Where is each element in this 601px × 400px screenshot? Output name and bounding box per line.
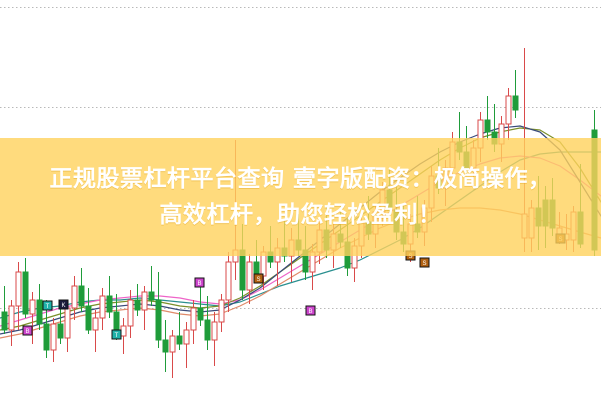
- candle: [106, 276, 113, 318]
- svg-text:K: K: [61, 303, 65, 309]
- candle: [57, 306, 64, 344]
- candle: [141, 286, 148, 330]
- candle: [29, 292, 36, 344]
- candle: [85, 288, 92, 334]
- candle: [183, 322, 190, 368]
- signal-marker: S: [253, 273, 264, 284]
- candle: [197, 284, 204, 326]
- svg-text:T: T: [115, 333, 119, 339]
- candle: [190, 300, 197, 344]
- svg-text:B: B: [25, 329, 29, 335]
- svg-text:B: B: [308, 309, 312, 315]
- signal-marker: S: [419, 257, 430, 268]
- candle: [484, 96, 491, 140]
- promo-headline-line1: 正规股票杠杆平台查询 壹字版配资：极简操作，: [49, 166, 552, 192]
- candle: [15, 262, 22, 330]
- candle: [71, 276, 78, 320]
- signal-marker: B: [194, 277, 205, 288]
- candle: [78, 268, 85, 312]
- candle: [204, 296, 211, 350]
- signal-marker: T: [42, 300, 53, 311]
- candle: [99, 288, 106, 330]
- candle: [211, 312, 218, 366]
- candle: [134, 284, 141, 316]
- signal-marker: B: [22, 325, 33, 336]
- candle: [155, 272, 162, 348]
- candle: [36, 284, 43, 330]
- candle: [512, 70, 519, 118]
- svg-text:S: S: [422, 261, 426, 267]
- svg-text:S: S: [408, 254, 412, 260]
- candle: [148, 266, 155, 306]
- candle: [50, 318, 57, 362]
- signal-marker: T: [111, 329, 122, 340]
- candle: [505, 88, 512, 140]
- svg-text:T: T: [46, 304, 50, 310]
- promo-banner[interactable]: 正规股票杠杆平台查询 壹字版配资：极简操作， 高效杠杆，助您轻松盈利！: [0, 138, 601, 256]
- candle: [246, 254, 253, 304]
- candle: [1, 286, 8, 334]
- svg-text:B: B: [197, 281, 201, 287]
- candle: [225, 252, 232, 312]
- svg-text:S: S: [256, 277, 260, 283]
- candle: [8, 300, 15, 346]
- candle: [218, 294, 225, 332]
- signal-marker: B: [305, 305, 316, 316]
- candle: [169, 330, 176, 378]
- candle: [176, 312, 183, 350]
- candle: [92, 310, 99, 352]
- candle: [22, 258, 29, 318]
- signal-marker: K: [58, 299, 69, 310]
- promo-headline-line2: 高效杠杆，助您轻松盈利！: [159, 202, 442, 228]
- candle: [162, 320, 169, 372]
- candle: [127, 290, 134, 338]
